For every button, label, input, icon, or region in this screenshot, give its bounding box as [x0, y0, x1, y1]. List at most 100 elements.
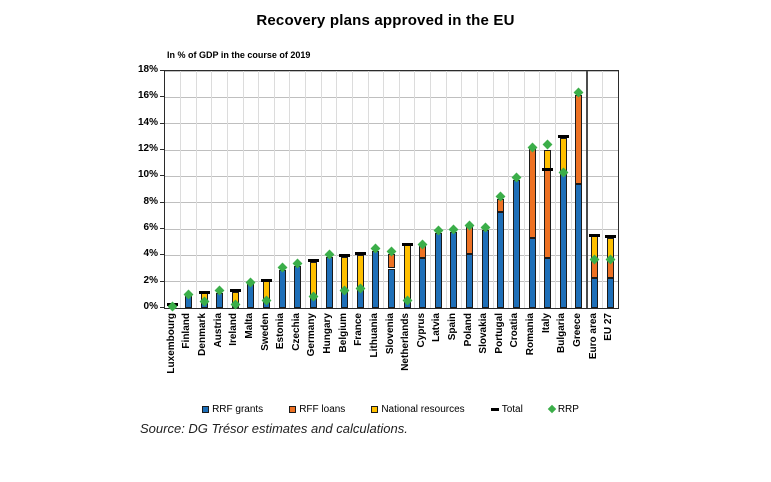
- legend-label: RFF loans: [299, 403, 346, 415]
- bar-segment-rrf-grants: [559, 171, 567, 308]
- x-axis-category-label: Bulgaria: [556, 313, 568, 354]
- v-gridline: [601, 71, 603, 308]
- x-axis-category-label: Netherlands: [400, 313, 412, 371]
- bar-segment-rff-loans: [528, 147, 536, 239]
- bar-segment-rrf-grants: [325, 256, 333, 308]
- x-axis-category-label: Spain: [446, 313, 458, 341]
- total-dash-marker: [261, 278, 273, 282]
- h-gridline: [165, 228, 618, 230]
- x-axis-category-label: Latvia: [431, 313, 443, 342]
- plot-area: [164, 70, 619, 312]
- total-dash-marker: [604, 235, 616, 239]
- x-axis-category-label: Euro area: [587, 313, 599, 360]
- v-gridline: [570, 71, 572, 308]
- x-axis-category-label: Germany: [306, 313, 318, 357]
- v-gridline: [242, 71, 244, 308]
- x-axis-category-label: Belgium: [337, 313, 349, 353]
- y-axis-tick: [160, 307, 164, 308]
- v-gridline: [398, 71, 400, 308]
- bar-segment-rrf-grants: [481, 230, 489, 308]
- y-axis-tick-label: 6%: [143, 222, 158, 233]
- v-gridline: [414, 71, 416, 308]
- x-axis-category-label: Hungary: [322, 313, 334, 354]
- y-axis-tick-label: 10%: [137, 169, 158, 181]
- legend-item-rrp: RRP: [547, 404, 579, 415]
- y-axis-tick-label: 12%: [137, 143, 158, 154]
- source-note: Source: DG Trésor estimates and calculat…: [140, 421, 408, 436]
- v-gridline: [367, 71, 369, 308]
- y-axis-tick: [160, 228, 164, 229]
- v-gridline: [226, 71, 228, 308]
- legend-square-swatch: [202, 405, 210, 413]
- bar-segment-rrf-grants: [575, 184, 583, 308]
- bar-segment-rff-loans: [466, 226, 474, 254]
- total-dash-marker: [542, 168, 554, 172]
- x-axis-category-label: Romania: [525, 313, 537, 356]
- y-axis-tick: [160, 201, 164, 203]
- chart-title: Recovery plans approved in the EU: [256, 12, 515, 29]
- legend-square-swatch: [289, 405, 297, 413]
- v-gridline: [492, 71, 494, 308]
- total-dash-marker: [401, 242, 413, 246]
- total-dash-marker: [589, 234, 601, 238]
- total-dash-marker: [557, 135, 569, 139]
- bar-segment-national-resources: [544, 150, 552, 170]
- total-dash-marker: [307, 259, 319, 263]
- x-axis-category-label: Portugal: [493, 313, 505, 354]
- y-axis-tick-label: 0%: [143, 301, 158, 312]
- v-gridline: [289, 71, 291, 308]
- bar-segment-rrf-grants: [497, 211, 505, 308]
- h-gridline: [165, 202, 618, 204]
- v-gridline: [508, 71, 510, 308]
- v-gridline: [211, 71, 213, 308]
- bar-segment-rff-loans: [575, 94, 583, 185]
- legend-label: National resources: [381, 403, 465, 415]
- x-axis-category-label: Finland: [181, 313, 193, 349]
- y-axis-tick: [160, 254, 164, 256]
- h-gridline: [165, 175, 618, 177]
- v-gridline: [336, 71, 338, 308]
- x-axis-category-label: Malta: [243, 313, 255, 339]
- bar-segment-rrf-grants: [512, 180, 520, 308]
- bar-segment-rrf-grants: [528, 238, 536, 308]
- y-axis-tick-label: 16%: [137, 90, 158, 102]
- legend-dash-swatch: [490, 407, 499, 411]
- legend-square-swatch: [371, 405, 379, 413]
- bar-segment-national-resources: [403, 245, 411, 300]
- x-axis-category-label: Slovakia: [478, 313, 490, 354]
- bar-segment-rff-loans: [544, 169, 552, 258]
- v-gridline: [476, 71, 478, 308]
- x-axis-category-label: Cyprus: [415, 313, 427, 348]
- y-axis-tick: [160, 96, 164, 98]
- v-gridline: [523, 71, 525, 308]
- v-gridline: [351, 71, 353, 308]
- total-dash-marker: [339, 253, 351, 257]
- y-axis-tick: [160, 175, 164, 177]
- v-gridline: [195, 71, 197, 308]
- bar-segment-rrf-grants: [544, 257, 552, 308]
- h-gridline: [165, 96, 618, 98]
- x-axis-category-label: Luxembourg: [165, 313, 177, 374]
- legend: RRF grants RFF loans National resources Tot…: [164, 401, 617, 417]
- bar-segment-national-resources: [559, 138, 567, 172]
- v-gridline: [320, 71, 322, 308]
- bar-segment-rrf-grants: [434, 232, 442, 308]
- y-axis-tick-label: 2%: [143, 274, 158, 286]
- x-axis-category-label: Ireland: [228, 313, 240, 346]
- bar-segment-rrf-grants: [606, 277, 614, 308]
- v-gridline: [430, 71, 432, 308]
- chart-subtitle: In % of GDP in the course of 2019: [167, 50, 311, 60]
- h-gridline: [165, 123, 618, 125]
- legend-item-rff-loans: RFF loans: [289, 404, 345, 415]
- bar-segment-rrf-grants: [294, 265, 302, 308]
- bar-segment-rrf-grants: [247, 284, 255, 308]
- v-gridline: [555, 71, 557, 308]
- legend-label: RRF grants: [212, 403, 264, 415]
- bar-segment-rrf-grants: [450, 231, 458, 308]
- total-dash-marker: [354, 251, 366, 255]
- bar-segment-rrf-grants: [591, 277, 599, 308]
- x-axis-category-label: Denmark: [197, 313, 209, 356]
- x-axis-category-label: Poland: [462, 313, 474, 347]
- y-axis-tick: [160, 280, 164, 282]
- bar-segment-rrf-grants: [278, 269, 286, 308]
